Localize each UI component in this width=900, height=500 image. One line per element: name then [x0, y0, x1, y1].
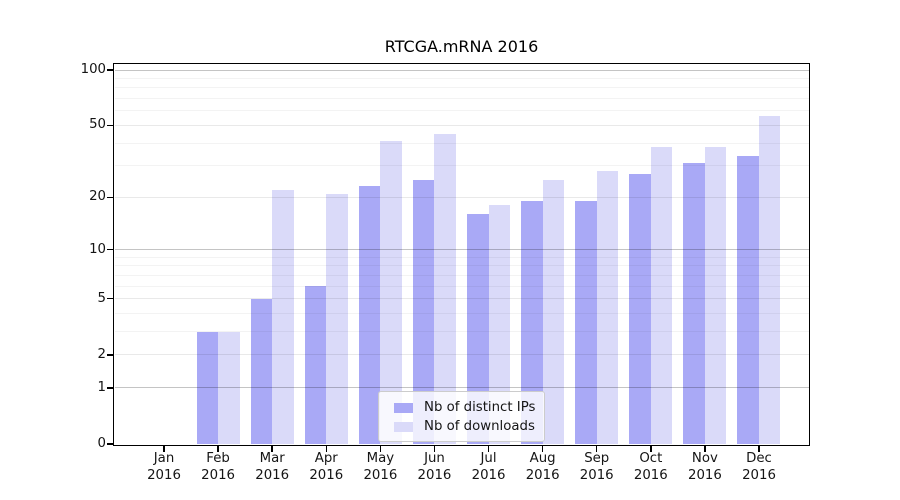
x-tick-mark: [163, 445, 165, 452]
y-tick-label: 5: [97, 290, 106, 306]
gridline-90: [114, 77, 809, 79]
gridline-1: [114, 387, 809, 389]
y-tick-mark: [107, 443, 113, 445]
y-tick-mark: [107, 387, 113, 389]
gridline-100: [114, 69, 809, 71]
bar-distinct-ips: [250, 298, 273, 444]
legend-item-downloads: Nb of downloads: [394, 417, 536, 436]
x-tick-mark: [596, 445, 598, 452]
gridline-4: [114, 313, 809, 315]
bar-distinct-ips: [467, 214, 489, 444]
bar-distinct-ips: [196, 331, 219, 444]
y-tick-label: 10: [89, 241, 106, 257]
gridline-8: [114, 265, 809, 267]
gridline-3: [114, 331, 809, 333]
gridline-30: [114, 165, 809, 167]
bar-distinct-ips: [304, 286, 327, 444]
bar-downloads: [434, 133, 456, 444]
bar-distinct-ips: [521, 201, 543, 444]
y-tick-mark: [107, 196, 113, 198]
x-tick-mark: [704, 445, 706, 452]
bar-distinct-ips: [358, 186, 381, 444]
x-tick-mark: [433, 445, 436, 452]
gridline-20: [114, 196, 809, 198]
bar-distinct-ips: [629, 173, 651, 444]
bar-distinct-ips: [575, 201, 597, 444]
gridline-9: [114, 256, 809, 258]
bar-distinct-ips: [737, 155, 759, 444]
y-tick-mark: [107, 124, 113, 127]
x-tick-mark: [271, 445, 273, 452]
gridline-60: [114, 110, 809, 112]
legend: Nb of distinct IPs Nb of downloads: [378, 391, 545, 442]
y-tick-mark: [107, 298, 113, 300]
bar-downloads: [488, 205, 511, 444]
gridline-50: [114, 124, 809, 126]
legend-swatch-downloads-icon: [394, 421, 413, 432]
y-tick-mark: [107, 354, 113, 356]
gridline-40: [114, 142, 809, 144]
x-tick-mark: [758, 445, 760, 452]
y-tick-label: 0: [97, 436, 106, 451]
x-tick-mark: [379, 445, 382, 452]
bar-downloads: [758, 116, 781, 444]
legend-label-downloads: Nb of downloads: [424, 419, 535, 434]
x-tick-label: Jan 2016: [147, 451, 181, 483]
legend-swatch-distinct-ips-icon: [394, 402, 413, 413]
x-tick-label: Apr 2016: [309, 451, 344, 483]
y-tick-mark: [107, 69, 113, 71]
bar-downloads: [650, 147, 673, 444]
x-tick-label: Oct 2016: [633, 451, 668, 483]
y-tick-label: 50: [89, 117, 106, 133]
y-tick-mark: [107, 248, 113, 251]
x-tick-mark: [487, 445, 490, 452]
y-tick-label: 1: [97, 379, 106, 395]
bar-downloads: [704, 147, 727, 444]
y-tick-label: 2: [97, 346, 106, 362]
gridline-2: [114, 354, 809, 356]
gridline-10: [114, 249, 809, 251]
x-tick-label: Dec 2016: [742, 451, 776, 483]
x-tick-label: Aug 2016: [525, 451, 560, 483]
gridline-6: [114, 285, 809, 287]
gridline-70: [114, 98, 809, 100]
gridline-80: [114, 87, 809, 89]
x-tick-mark: [217, 445, 219, 452]
bar-downloads: [218, 331, 240, 444]
gridline-5: [114, 298, 809, 300]
x-tick-label: Nov 2016: [687, 451, 722, 483]
y-tick-label: 20: [89, 189, 106, 205]
x-tick-label: Jun 2016: [417, 451, 452, 483]
bar-distinct-ips: [683, 163, 705, 444]
chart-title: RTCGA.mRNA 2016: [384, 37, 539, 56]
gridline-7: [114, 274, 809, 276]
bar-downloads: [380, 141, 402, 444]
y-tick-label: 100: [80, 62, 106, 77]
bar-downloads: [542, 179, 565, 444]
bar-downloads: [326, 193, 348, 444]
legend-item-distinct-ips: Nb of distinct IPs: [394, 398, 536, 417]
bar-downloads: [272, 189, 294, 444]
x-tick-mark: [541, 445, 544, 452]
x-tick-label: Jul 2016: [471, 451, 506, 483]
x-tick-mark: [650, 445, 652, 452]
x-tick-mark: [325, 445, 327, 452]
bar-downloads: [596, 171, 619, 444]
x-tick-label: Mar 2016: [255, 451, 290, 483]
x-tick-label: May 2016: [363, 451, 398, 483]
legend-label-distinct-ips: Nb of distinct IPs: [424, 400, 536, 415]
x-tick-label: Sep 2016: [579, 451, 614, 483]
x-tick-label: Feb 2016: [201, 451, 235, 483]
bar-distinct-ips: [412, 179, 435, 444]
